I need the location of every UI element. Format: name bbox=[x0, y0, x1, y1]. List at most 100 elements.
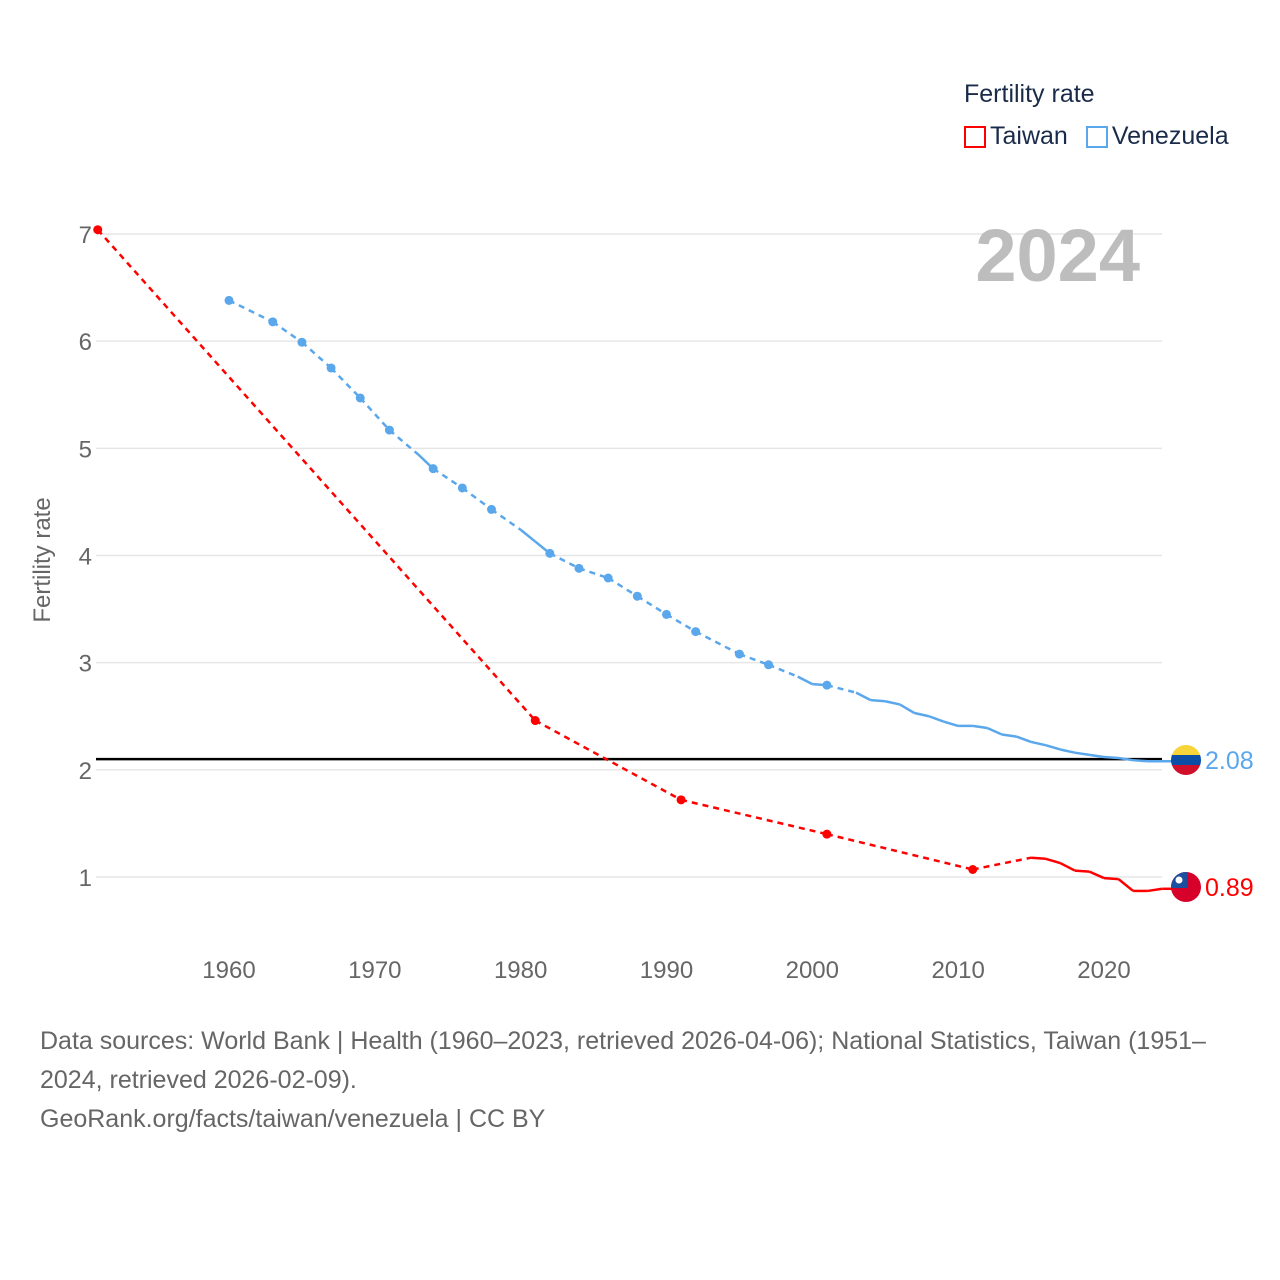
x-tick-label: 2020 bbox=[1077, 957, 1130, 984]
series-segment bbox=[228, 299, 274, 323]
series-segment bbox=[607, 576, 638, 598]
sources-text: Data sources: World Bank | Health (1960–… bbox=[40, 1027, 1206, 1094]
y-tick-label: 7 bbox=[79, 222, 92, 249]
data-point bbox=[326, 363, 336, 373]
x-tick-label: 1970 bbox=[348, 957, 401, 984]
series-segment bbox=[96, 228, 537, 722]
series-segment bbox=[665, 613, 697, 633]
x-tick-label: 1980 bbox=[494, 957, 547, 984]
series-segment bbox=[680, 798, 828, 836]
series-segment bbox=[549, 552, 580, 570]
series-segment bbox=[301, 341, 332, 369]
series-segment bbox=[1045, 743, 1061, 751]
data-point bbox=[530, 716, 540, 726]
legend-item-taiwan[interactable]: Taiwan bbox=[964, 122, 1068, 151]
series-segment bbox=[578, 567, 609, 580]
data-point bbox=[661, 609, 671, 619]
series-segment bbox=[1133, 758, 1148, 763]
series-segment bbox=[534, 719, 682, 801]
series-segment bbox=[490, 508, 522, 531]
legend-label: Taiwan bbox=[990, 122, 1068, 150]
series-segment bbox=[1045, 857, 1061, 865]
series-segment bbox=[899, 703, 916, 715]
end-value-label: 0.89 bbox=[1205, 874, 1254, 902]
series-segment bbox=[695, 630, 740, 656]
series-segment bbox=[461, 486, 493, 511]
data-point bbox=[355, 393, 365, 403]
data-point bbox=[734, 649, 744, 659]
legend: Taiwan Venezuela bbox=[964, 122, 1229, 151]
series-segment bbox=[1016, 735, 1032, 744]
series-segment bbox=[1074, 751, 1090, 757]
legend-swatch-taiwan bbox=[964, 125, 986, 148]
series-segment bbox=[972, 724, 988, 730]
series-segment bbox=[1118, 756, 1134, 762]
data-point bbox=[224, 295, 234, 305]
legend-item-venezuela[interactable]: Venezuela bbox=[1085, 122, 1229, 151]
series-segment bbox=[914, 711, 930, 718]
taiwan-flag-icon bbox=[1171, 872, 1201, 902]
x-tick-label: 2010 bbox=[931, 957, 984, 984]
data-point bbox=[822, 829, 832, 839]
data-point bbox=[486, 504, 496, 514]
legend-title: Fertility rate bbox=[964, 80, 1095, 108]
series-segment bbox=[432, 467, 464, 490]
series-venezuela bbox=[224, 295, 1172, 763]
data-point bbox=[968, 864, 978, 874]
series-segment bbox=[1117, 878, 1134, 892]
y-tick-label: 6 bbox=[79, 329, 92, 356]
series-segment bbox=[1030, 856, 1046, 861]
series-segment bbox=[519, 528, 537, 543]
y-tick-label: 3 bbox=[79, 651, 92, 678]
x-tick-label: 1960 bbox=[202, 957, 255, 984]
data-point bbox=[545, 548, 555, 558]
end-value-label: 2.08 bbox=[1205, 747, 1254, 775]
series-segment bbox=[1074, 869, 1090, 873]
series-segment bbox=[826, 832, 974, 871]
series-segment bbox=[1088, 870, 1105, 880]
x-tick-label: 1990 bbox=[640, 957, 693, 984]
series-segment bbox=[738, 652, 770, 666]
series-segment bbox=[928, 715, 944, 723]
data-point bbox=[632, 591, 642, 601]
data-point bbox=[676, 795, 686, 805]
data-point bbox=[691, 627, 701, 637]
data-point bbox=[93, 225, 103, 235]
data-point bbox=[297, 337, 307, 347]
data-point bbox=[384, 425, 394, 435]
legend-label: Venezuela bbox=[1111, 122, 1229, 150]
series-taiwan bbox=[93, 225, 1172, 893]
x-tick-label: 2000 bbox=[786, 957, 839, 984]
y-tick-label: 2 bbox=[79, 758, 92, 785]
y-tick-label: 5 bbox=[79, 436, 92, 463]
data-point bbox=[764, 660, 774, 670]
year-label: 2024 bbox=[975, 214, 1140, 297]
series-segment bbox=[943, 720, 959, 728]
series-segment bbox=[388, 429, 420, 456]
venezuela-flag-icon bbox=[1171, 745, 1201, 775]
series-segment bbox=[272, 320, 303, 344]
series-segment bbox=[1089, 753, 1105, 759]
data-point bbox=[574, 563, 584, 573]
series-segment bbox=[797, 675, 813, 686]
series-segment bbox=[768, 663, 799, 678]
data-point bbox=[457, 483, 467, 493]
attribution-link[interactable]: GeoRank.org/facts/taiwan/venezuela | CC … bbox=[40, 1105, 546, 1133]
data-point bbox=[268, 317, 278, 327]
y-tick-label: 4 bbox=[79, 543, 92, 570]
series-segment bbox=[1103, 876, 1119, 881]
series-segment bbox=[1001, 733, 1017, 738]
series-segment bbox=[636, 595, 668, 616]
series-segment bbox=[1147, 887, 1163, 893]
series-segment bbox=[870, 698, 886, 703]
series-segment bbox=[330, 367, 362, 399]
series-segment bbox=[1030, 740, 1046, 747]
data-sources: Data sources: World Bank | Health (1960–… bbox=[40, 1022, 1250, 1139]
series-segment bbox=[855, 691, 872, 702]
legend-swatch-venezuela bbox=[1085, 125, 1108, 148]
series-segment bbox=[1059, 748, 1076, 754]
y-tick-label: 1 bbox=[79, 865, 92, 892]
series-segment bbox=[986, 726, 1003, 736]
data-point bbox=[822, 680, 832, 690]
data-point bbox=[428, 464, 438, 474]
